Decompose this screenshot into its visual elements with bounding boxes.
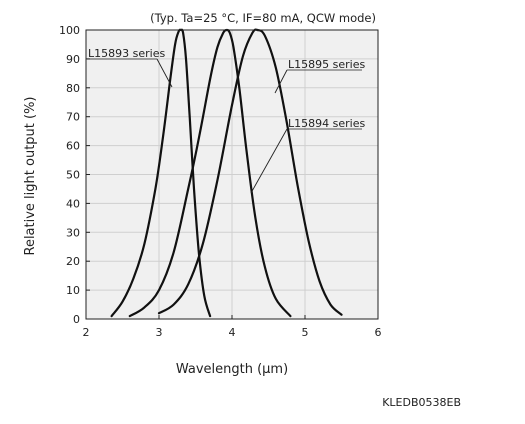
- y-tick-label-0: 0: [73, 313, 80, 326]
- series-line-l15893-series: [110, 28, 212, 318]
- y-tick-label-100: 100: [59, 24, 80, 37]
- y-tick-label-90: 90: [66, 53, 80, 66]
- chart-subtitle: (Typ. Ta=25 °C, IF=80 mA, QCW mode): [150, 11, 376, 25]
- y-tick-label-70: 70: [66, 111, 80, 124]
- l15895-series-leader-line: [274, 69, 288, 94]
- document-code: KLEDB0538EB: [382, 396, 461, 409]
- x-axis-title: Wavelength (μm): [176, 362, 288, 377]
- y-tick-label-60: 60: [66, 140, 80, 153]
- l15893-series-label: L15893 series: [88, 47, 165, 60]
- y-tick-label-50: 50: [66, 169, 80, 182]
- y-tick-label-20: 20: [66, 255, 80, 268]
- x-tick-label-6: 6: [375, 326, 382, 339]
- x-tick-label-4: 4: [229, 326, 236, 339]
- l15895-series-label: L15895 series: [288, 58, 365, 71]
- x-tick-label-5: 5: [302, 326, 309, 339]
- l15893-series-leader-line: [156, 58, 173, 88]
- series-labels: L15893 series L15894 series L15895 series: [87, 47, 365, 194]
- x-tick-label-3: 3: [156, 326, 163, 339]
- y-tick-label-10: 10: [66, 284, 80, 297]
- y-tick-label-80: 80: [66, 82, 80, 95]
- grid: [86, 30, 378, 319]
- y-tick-label-30: 30: [66, 226, 80, 239]
- x-tick-label-2: 2: [83, 326, 90, 339]
- l15894-series-leader-line: [250, 128, 288, 194]
- y-axis-title: Relative light output (%): [23, 96, 38, 255]
- l15894-series-label: L15894 series: [288, 117, 365, 130]
- y-tick-label-40: 40: [66, 197, 80, 210]
